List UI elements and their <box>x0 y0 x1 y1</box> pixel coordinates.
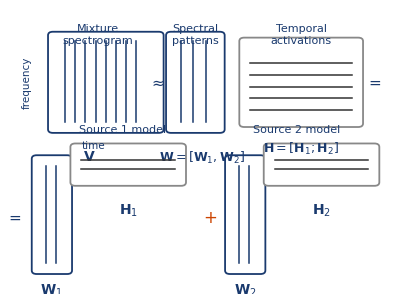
Text: Temporal
activations: Temporal activations <box>271 24 332 46</box>
Text: $=$: $=$ <box>366 75 383 90</box>
Text: $=$: $=$ <box>6 210 22 225</box>
Text: $\mathbf{W}=[\mathbf{W}_1,\mathbf{W}_2]$: $\mathbf{W}=[\mathbf{W}_1,\mathbf{W}_2]$ <box>158 150 245 166</box>
FancyBboxPatch shape <box>48 32 164 133</box>
Text: $\mathbf{H}=[\mathbf{H}_1;\mathbf{H}_2]$: $\mathbf{H}=[\mathbf{H}_1;\mathbf{H}_2]$ <box>263 141 339 157</box>
Text: frequency: frequency <box>22 56 31 108</box>
FancyBboxPatch shape <box>264 143 379 186</box>
FancyBboxPatch shape <box>32 155 72 274</box>
Text: $\mathbf{V}$: $\mathbf{V}$ <box>83 150 96 164</box>
Text: Source 1 model: Source 1 model <box>79 125 166 135</box>
Text: Source 2 model: Source 2 model <box>254 125 341 135</box>
FancyBboxPatch shape <box>70 143 186 186</box>
Text: $\mathbf{H}_1$: $\mathbf{H}_1$ <box>119 203 138 219</box>
FancyBboxPatch shape <box>225 155 265 274</box>
Text: time: time <box>82 141 105 151</box>
Text: $\mathbf{H}_2$: $\mathbf{H}_2$ <box>312 203 331 219</box>
Text: Mixture
spectrogram: Mixture spectrogram <box>62 24 133 46</box>
Text: Spectral
patterns: Spectral patterns <box>172 24 219 46</box>
Text: $+$: $+$ <box>203 208 217 227</box>
FancyBboxPatch shape <box>166 32 225 133</box>
Text: $\approx$: $\approx$ <box>149 75 165 90</box>
FancyBboxPatch shape <box>239 38 363 127</box>
Text: $\mathbf{W}_1$: $\mathbf{W}_1$ <box>40 282 63 294</box>
Text: $\mathbf{W}_2$: $\mathbf{W}_2$ <box>234 282 256 294</box>
